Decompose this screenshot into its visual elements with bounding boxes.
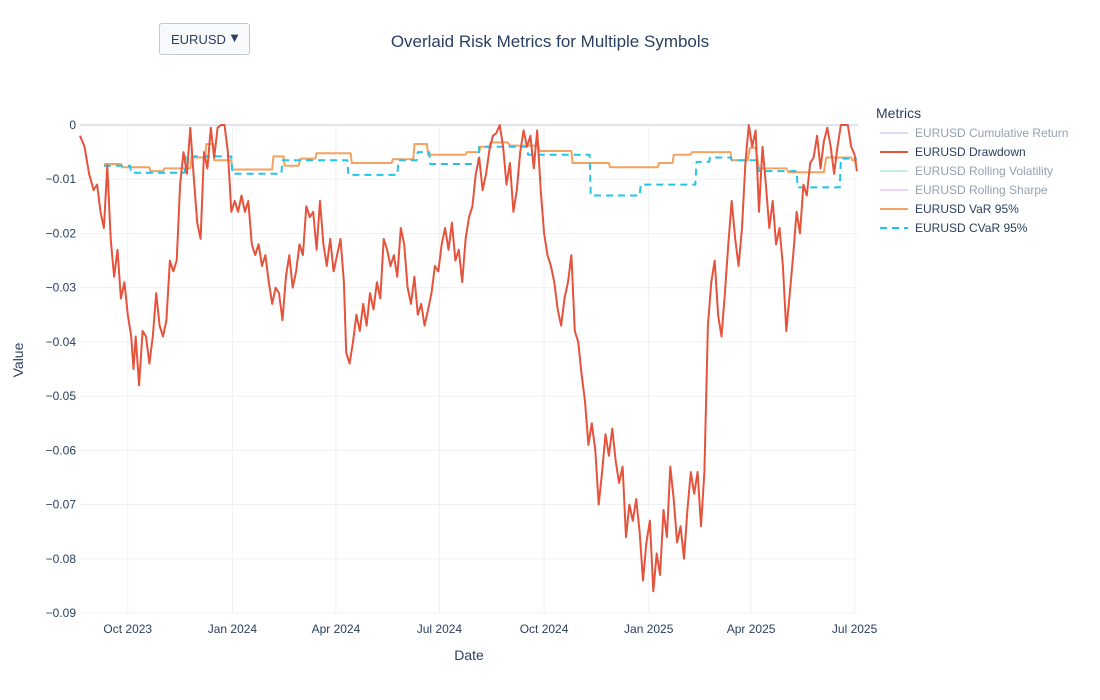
plot-area <box>79 124 858 593</box>
y-axis-ticks: 0 −0.01 −0.02 −0.03 −0.04 −0.05 −0.06 −0.07 −0.0… <box>46 118 77 620</box>
chevron-down-icon: ▼ <box>228 30 241 45</box>
y-tick-label: −0.02 <box>46 226 77 240</box>
legend-item[interactable]: EURUSD Drawdown <box>880 145 1026 159</box>
y-tick-label: −0.07 <box>46 498 77 512</box>
y-tick-label: 0 <box>69 118 76 132</box>
symbol-dropdown-label: EURUSD <box>171 32 226 47</box>
grid <box>80 124 858 614</box>
x-tick-label: Apr 2025 <box>727 622 776 636</box>
legend-item[interactable]: EURUSD Rolling Volatility <box>880 164 1053 178</box>
legend-item[interactable]: EURUSD VaR 95% <box>880 202 1019 216</box>
y-tick-label: −0.09 <box>46 606 77 620</box>
legend-item[interactable]: EURUSD Cumulative Return <box>880 126 1068 140</box>
x-tick-label: Jul 2024 <box>417 622 463 636</box>
legend-item[interactable]: EURUSD CVaR 95% <box>880 221 1028 235</box>
legend-title: Metrics <box>876 105 921 121</box>
y-axis-title: Value <box>10 342 26 377</box>
legend-label: EURUSD VaR 95% <box>915 202 1019 216</box>
legend-label: EURUSD CVaR 95% <box>915 221 1028 235</box>
series-line-eurusd-drawdown <box>79 124 858 593</box>
y-tick-label: −0.06 <box>46 443 77 457</box>
x-tick-label: Oct 2023 <box>103 622 152 636</box>
x-tick-label: Jan 2024 <box>208 622 258 636</box>
y-tick-label: −0.05 <box>46 389 77 403</box>
x-tick-label: Apr 2024 <box>312 622 361 636</box>
y-tick-label: −0.08 <box>46 552 77 566</box>
legend-label: EURUSD Rolling Sharpe <box>915 183 1048 197</box>
x-axis-ticks: Oct 2023 Jan 2024 Apr 2024 Jul 2024 Oct 2024… <box>103 622 877 636</box>
chart-title: Overlaid Risk Metrics for Multiple Symbo… <box>391 32 709 51</box>
legend-label: EURUSD Drawdown <box>915 145 1026 159</box>
legend-label: EURUSD Rolling Volatility <box>915 164 1053 178</box>
x-tick-label: Jul 2025 <box>832 622 878 636</box>
legend-item[interactable]: EURUSD Rolling Sharpe <box>880 183 1048 197</box>
x-tick-label: Jan 2025 <box>624 622 674 636</box>
y-tick-label: −0.04 <box>46 335 77 349</box>
y-tick-label: −0.03 <box>46 281 77 295</box>
legend-label: EURUSD Cumulative Return <box>915 126 1068 140</box>
x-tick-label: Oct 2024 <box>520 622 569 636</box>
legend: Metrics EURUSD Cumulative Return EURUSD D… <box>876 105 1068 235</box>
x-axis-title: Date <box>454 647 484 663</box>
symbol-dropdown[interactable]: EURUSD ▼ <box>159 23 250 55</box>
y-tick-label: −0.01 <box>46 172 77 186</box>
